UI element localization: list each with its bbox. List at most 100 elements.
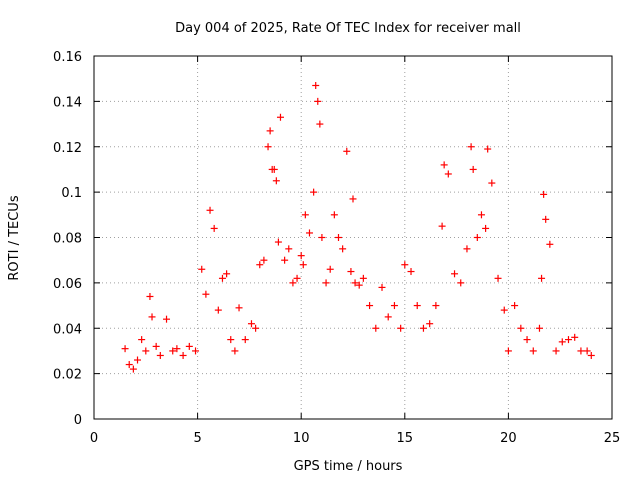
data-point [272, 177, 280, 185]
data-point [210, 224, 218, 232]
data-point [397, 324, 405, 332]
data-point [467, 143, 475, 151]
data-point [148, 313, 156, 321]
data-point [316, 120, 324, 128]
data-point [223, 270, 231, 278]
data-point [438, 222, 446, 230]
y-tick-label: 0.06 [53, 277, 82, 292]
data-point [312, 81, 320, 89]
data-points [121, 81, 595, 373]
data-point [266, 127, 274, 135]
data-point [473, 234, 481, 241]
data-point [206, 206, 214, 214]
x-tick-label: 15 [397, 431, 414, 446]
data-point [538, 274, 546, 282]
data-point [540, 190, 548, 198]
data-point [517, 324, 525, 332]
data-point [419, 324, 427, 332]
data-point [494, 274, 502, 282]
data-point [546, 240, 554, 248]
data-point [276, 113, 284, 121]
data-point [260, 256, 268, 264]
data-point [270, 165, 278, 173]
data-point [529, 347, 537, 355]
data-point [138, 336, 146, 344]
data-point [426, 320, 434, 328]
data-point [558, 338, 566, 346]
data-point [542, 215, 550, 223]
data-point [285, 245, 293, 253]
data-point [571, 333, 579, 341]
axis-ticks: 0 5 10 15 20 25 0 0.02 0.04 0.06 0.08 0.1 0.12 0.14 0.… [53, 50, 620, 446]
data-point [390, 302, 398, 310]
y-tick-label: 0.16 [53, 50, 82, 65]
x-tick-label: 10 [293, 431, 310, 446]
data-point [511, 302, 519, 310]
data-point [552, 347, 560, 355]
data-point [218, 274, 226, 282]
data-point [169, 347, 177, 355]
data-point [564, 336, 572, 344]
y-tick-label: 0.1 [61, 186, 82, 201]
data-point [347, 268, 355, 276]
x-tick-label: 20 [500, 431, 517, 446]
data-point [504, 347, 512, 355]
data-point [247, 320, 255, 328]
data-point [366, 302, 374, 310]
x-axis-label: GPS time / hours [294, 459, 403, 474]
data-point [264, 143, 272, 151]
data-point [227, 336, 235, 344]
data-point [330, 211, 338, 219]
chart-title: Day 004 of 2025, Rate Of TEC Index for r… [175, 21, 521, 36]
data-point [469, 165, 477, 173]
data-point [322, 279, 330, 287]
data-point [314, 97, 322, 105]
data-point [378, 283, 386, 291]
data-point [156, 351, 164, 359]
data-point [523, 336, 531, 344]
data-point [231, 347, 239, 355]
data-point [121, 345, 129, 353]
x-tick-label: 5 [193, 431, 201, 446]
x-tick-label: 25 [604, 431, 621, 446]
data-point [326, 265, 334, 273]
data-point [577, 347, 585, 355]
data-point [185, 342, 193, 350]
y-tick-label: 0.14 [53, 95, 82, 110]
data-point [198, 265, 206, 273]
data-point [339, 245, 347, 253]
data-point [587, 351, 595, 359]
data-point [179, 351, 187, 359]
data-point [129, 365, 137, 373]
data-point [146, 292, 154, 300]
data-point [214, 306, 222, 314]
data-point [488, 179, 496, 187]
data-point [297, 252, 305, 260]
data-point [583, 347, 591, 355]
data-point [163, 315, 171, 323]
data-point [281, 256, 289, 264]
data-point [359, 274, 367, 282]
data-point [152, 342, 160, 350]
y-axis-label: ROTI / TECUs [7, 195, 22, 280]
data-point [463, 245, 471, 253]
data-point [241, 336, 249, 344]
data-point [305, 229, 313, 237]
data-point [192, 347, 200, 355]
data-point [289, 279, 297, 287]
data-point [355, 281, 363, 289]
data-point [440, 161, 448, 169]
data-point [535, 324, 543, 332]
data-point [349, 195, 357, 203]
y-tick-label: 0.02 [53, 368, 82, 383]
y-tick-label: 0 [74, 413, 82, 428]
data-point [299, 261, 307, 269]
data-point [252, 324, 260, 332]
data-point [482, 224, 490, 232]
data-point [457, 279, 465, 287]
data-point [334, 234, 342, 241]
data-point [407, 268, 415, 276]
data-point [318, 234, 326, 241]
data-point [432, 302, 440, 310]
